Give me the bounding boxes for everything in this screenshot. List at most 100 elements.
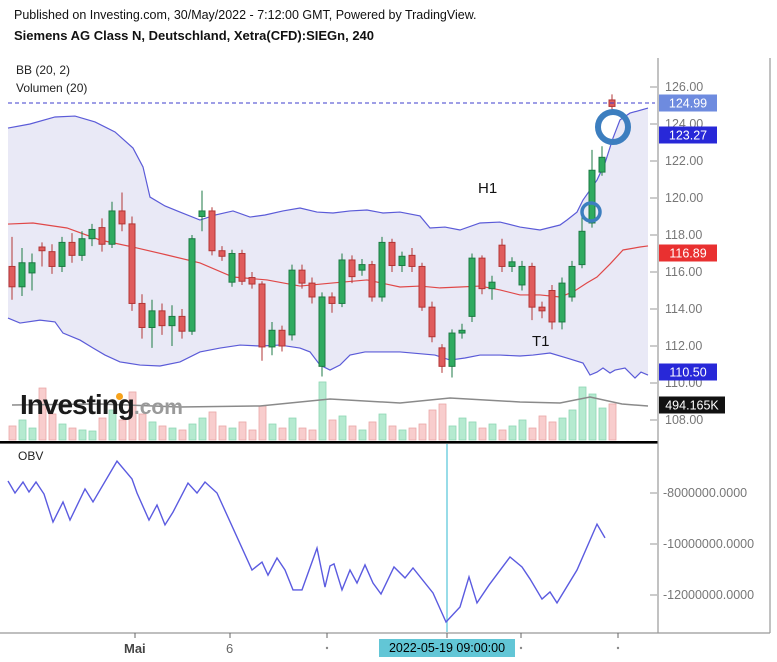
volume-bar — [48, 413, 57, 441]
volume-bar — [258, 405, 267, 441]
candle-body — [128, 223, 136, 304]
bollinger-lower-band — [7, 317, 649, 379]
candle-body — [368, 264, 376, 298]
candle-body — [108, 210, 116, 245]
crosshair-date-label: 2022-05-19 09:00:00 — [379, 639, 515, 657]
volume-bar — [188, 423, 197, 441]
candle-body — [88, 228, 96, 240]
volume-bar — [88, 430, 97, 441]
volume-bar — [408, 427, 417, 441]
volume-bar — [478, 427, 487, 441]
bollinger-middle-band — [7, 222, 649, 298]
price-tick-label: 108.00 — [665, 413, 703, 427]
candle-body — [598, 156, 606, 173]
volume-bar — [288, 417, 297, 441]
volume-bar — [158, 425, 167, 441]
candle-body — [318, 296, 326, 367]
candle-body — [348, 259, 356, 278]
annotation-circle-large — [595, 109, 631, 145]
investing-watermark: Investing.com — [20, 390, 183, 425]
volume-bar — [278, 427, 287, 441]
candle-body — [148, 310, 156, 329]
candle-body — [38, 246, 46, 252]
volume-bar — [358, 429, 367, 441]
legend-volume[interactable]: Volumen (20) — [16, 81, 88, 95]
volume-bar — [338, 415, 347, 441]
volume-bar — [538, 415, 547, 441]
candle-body — [388, 241, 396, 267]
volume-bar — [398, 429, 407, 441]
volume-bar — [118, 419, 127, 441]
candle-body — [178, 315, 186, 332]
investing-logo-dot — [116, 393, 123, 400]
candle-body — [98, 227, 106, 245]
obv-indicator-label[interactable]: OBV — [18, 449, 44, 463]
volume-bar — [298, 427, 307, 441]
volume-bar — [18, 419, 27, 441]
price-tick-label: 126.00 — [665, 80, 703, 94]
volume-bar — [238, 421, 247, 441]
candle-body — [538, 306, 546, 312]
volume-bar — [328, 419, 337, 441]
volume-bar — [448, 425, 457, 441]
panel-separator[interactable] — [0, 441, 658, 444]
candle-body — [258, 283, 266, 348]
candle-body — [248, 277, 256, 285]
candle-body — [488, 281, 496, 290]
candle-body — [28, 262, 36, 274]
price-tick-label: 122.00 — [665, 154, 703, 168]
volume-bar — [208, 411, 217, 441]
candle-body — [478, 257, 486, 290]
last-value-label: 116.89 — [669, 247, 706, 261]
candle-body — [558, 282, 566, 323]
candle-body — [198, 210, 206, 217]
last-value-label-bg — [659, 126, 717, 144]
x-axis-day-label: 6 — [226, 641, 234, 656]
candle-body — [238, 253, 246, 282]
volume-bar — [128, 391, 137, 441]
legend-bb[interactable]: BB (20, 2) — [16, 63, 71, 77]
volume-bar — [438, 403, 447, 441]
candle-body — [418, 265, 426, 308]
volume-bar — [168, 427, 177, 441]
volume-bar — [268, 423, 277, 441]
volume-bar — [68, 427, 77, 441]
candle-body — [508, 261, 516, 267]
volume-bar — [318, 381, 327, 441]
volume-bar — [508, 425, 517, 441]
volume-bar — [558, 417, 567, 441]
last-value-label-bg — [659, 363, 717, 381]
time-tick-dot — [519, 646, 523, 650]
candle-body — [138, 302, 146, 329]
volume-bar — [368, 421, 377, 441]
candle-body — [68, 241, 76, 256]
page-title: Siemens AG Class N, Deutschland, Xetra(C… — [14, 28, 375, 43]
volume-bar — [218, 425, 227, 441]
candle-body — [438, 347, 446, 367]
volume-bar — [498, 429, 507, 441]
candle-body — [398, 255, 406, 267]
volume-bar — [458, 417, 467, 441]
candle-body — [568, 265, 576, 298]
volume-ma-line — [11, 396, 649, 408]
volume-bar — [608, 403, 617, 441]
candle-body — [378, 241, 386, 298]
volume-bar — [418, 423, 427, 441]
volume-bar — [308, 429, 317, 441]
obv-tick-label: -12000000.0000 — [663, 588, 754, 602]
last-value-label: 494.165K — [665, 399, 719, 413]
candle-body — [188, 238, 196, 332]
last-value-label-bg — [659, 94, 717, 112]
candle-body — [48, 251, 56, 267]
time-tick-dot — [616, 646, 620, 650]
price-tick-label: 118.00 — [665, 228, 702, 242]
candle-body — [298, 269, 306, 284]
volume-bar — [468, 421, 477, 441]
volume-bar — [518, 419, 527, 441]
candle-body — [408, 254, 416, 267]
volume-bar — [588, 393, 597, 441]
candle-body — [278, 329, 286, 347]
bollinger-band-fill — [8, 108, 648, 379]
